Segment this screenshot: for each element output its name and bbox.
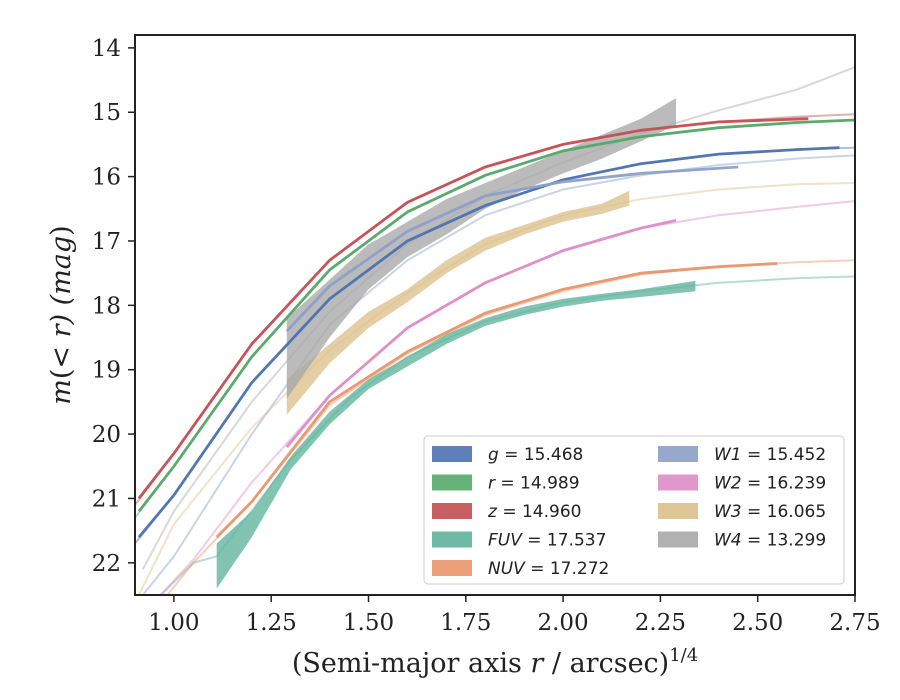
plot-area (135, 66, 855, 595)
series-w1-faint-line (142, 154, 855, 595)
series-g-line (137, 146, 840, 538)
legend-swatch-w3 (658, 503, 698, 519)
y-tick-label: 21 (92, 486, 121, 512)
y-tick-label: 22 (92, 551, 121, 577)
legend-label-g: g = 15.468 (488, 445, 583, 465)
legend-swatch-z (432, 503, 472, 519)
x-tick-label: 1.25 (246, 610, 297, 636)
x-tick-label: 2.75 (829, 610, 880, 636)
plot-content (135, 66, 855, 595)
series-nuv-line (215, 262, 778, 539)
legend-box (423, 435, 845, 585)
y-tick-label: 20 (92, 422, 121, 448)
series-w3-band (286, 190, 630, 415)
x-tick-label: 1.00 (148, 610, 199, 636)
y-axis-title: m(< r) (mag) (46, 225, 77, 404)
legend-swatch-g (432, 446, 472, 462)
series-w4-band (286, 98, 676, 399)
axis-ticks: 1.00 1.25 1.50 1.75 2.00 2.25 2.50 2.75 14 15 16 17… (92, 36, 881, 636)
x-tick-label: 2.25 (635, 610, 686, 636)
legend-label-w4: W4 = 13.299 (714, 531, 826, 551)
series-w1-line (285, 165, 739, 333)
plot-frame (134, 34, 856, 596)
y-tick-label: 14 (92, 36, 121, 62)
legend-label-w1: W1 = 15.452 (714, 445, 826, 465)
y-tick-label: 18 (92, 293, 121, 319)
x-tick-label: 1.50 (343, 610, 394, 636)
legend-swatch-w4 (658, 531, 698, 548)
legend-label-w2: W2 = 16.239 (714, 474, 826, 494)
series-w2-line (285, 219, 677, 448)
axes-frame (134, 34, 856, 596)
legend: g = 15.468 r = 14.989 z = 14.960 FUV = 17.5… (423, 435, 845, 585)
x-axis-title: (Semi-major axis r / arcsec)1/4 (292, 645, 698, 679)
legend-label-nuv: NUV = 17.272 (488, 559, 609, 579)
legend-label-w3: W3 = 16.065 (714, 502, 826, 522)
legend-swatch-w2 (658, 474, 698, 491)
y-tick-label: 15 (92, 100, 121, 126)
series-r-line (137, 118, 855, 513)
legend-swatch-w1 (658, 446, 698, 462)
legend-swatch-r (432, 474, 472, 491)
legend-swatch-fuv (432, 531, 472, 548)
x-tick-label: 2.50 (732, 610, 783, 636)
y-tick-label: 19 (92, 358, 121, 384)
series-fuv-band (216, 280, 696, 589)
x-tick-label: 2.00 (537, 610, 588, 636)
legend-label-fuv: FUV = 17.537 (488, 531, 606, 551)
legend-swatch-nuv (432, 560, 472, 576)
x-tick-label: 1.75 (440, 610, 491, 636)
legend-label-z: z = 14.960 (487, 502, 581, 522)
series-z-line (137, 117, 809, 500)
y-tick-label: 16 (92, 165, 121, 191)
y-tick-label: 17 (92, 229, 121, 255)
legend-label-r: r = 14.989 (488, 474, 580, 494)
